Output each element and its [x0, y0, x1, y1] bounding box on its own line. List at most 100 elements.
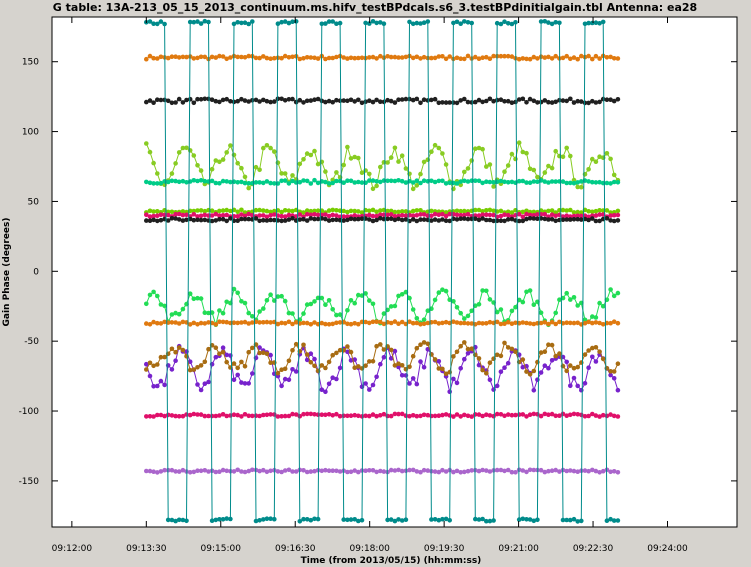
data-point [498, 369, 504, 375]
data-point [571, 55, 577, 60]
data-point [374, 97, 379, 103]
data-point [509, 346, 515, 352]
data-point [593, 413, 599, 418]
data-point [564, 368, 569, 374]
data-point [257, 309, 262, 314]
data-point [272, 217, 277, 223]
data-point [582, 100, 588, 106]
data-point [326, 213, 332, 219]
chart-marks [144, 18, 621, 524]
data-point [487, 56, 493, 61]
data-point [465, 321, 471, 326]
data-point [319, 159, 325, 165]
data-point [312, 212, 317, 217]
data-point [282, 366, 288, 372]
data-point [180, 145, 186, 151]
data-point [509, 100, 515, 105]
data-point [220, 467, 226, 473]
data-point [261, 306, 266, 311]
data-point [542, 55, 548, 60]
data-point [418, 21, 423, 26]
data-point [378, 179, 383, 185]
data-point [487, 360, 493, 366]
data-point [202, 96, 208, 102]
data-point [323, 365, 328, 371]
data-point [458, 98, 464, 103]
data-point [414, 213, 420, 218]
data-point [202, 468, 208, 473]
data-point [469, 100, 475, 105]
data-point [352, 208, 358, 214]
data-point [498, 21, 504, 27]
data-point [484, 321, 489, 326]
data-point [239, 54, 244, 60]
data-point [494, 352, 500, 358]
data-point [282, 214, 288, 219]
data-point [250, 19, 255, 24]
data-point [611, 376, 617, 381]
data-point [297, 97, 303, 103]
data-point [319, 468, 325, 474]
data-point [421, 178, 427, 183]
data-point [557, 351, 562, 356]
data-point [187, 412, 193, 418]
data-point [484, 518, 489, 524]
data-point [531, 321, 537, 327]
data-point [202, 178, 208, 184]
data-point [542, 179, 548, 184]
data-point [407, 96, 412, 102]
series-line [145, 341, 619, 375]
data-point [308, 216, 314, 221]
data-point [553, 20, 558, 25]
data-point [575, 364, 580, 370]
data-point [198, 97, 204, 102]
data-point [187, 291, 193, 297]
data-point [447, 518, 453, 523]
data-point [575, 184, 580, 190]
data-point [399, 153, 405, 158]
data-point [341, 98, 347, 103]
data-point [326, 19, 332, 24]
data-point [169, 209, 175, 215]
data-point [173, 216, 178, 221]
data-point [374, 179, 379, 184]
data-point [407, 467, 412, 473]
data-point [217, 53, 222, 59]
data-point [421, 217, 427, 222]
data-point [542, 411, 548, 417]
data-point [348, 298, 354, 303]
data-point [385, 54, 390, 59]
data-point [312, 299, 317, 304]
data-point [330, 99, 336, 105]
data-point [465, 346, 471, 352]
data-point [414, 96, 420, 102]
data-point [604, 518, 610, 523]
data-point [323, 467, 328, 473]
data-point [173, 349, 178, 355]
data-point [290, 321, 295, 327]
data-point [443, 210, 449, 215]
data-point [239, 20, 244, 26]
data-point [191, 208, 197, 214]
data-point [158, 302, 164, 307]
data-point [480, 467, 485, 473]
data-point [549, 208, 555, 213]
data-point [520, 412, 526, 417]
data-point [162, 467, 167, 473]
data-point [505, 360, 511, 366]
data-point [334, 54, 339, 60]
data-point [352, 365, 358, 371]
x-tick-label: 09:24:00 [647, 544, 688, 554]
data-point [169, 367, 175, 372]
data-point [451, 299, 456, 304]
data-point [615, 180, 621, 185]
data-point [378, 319, 383, 325]
data-point [356, 209, 361, 214]
data-point [345, 321, 350, 327]
data-point [202, 413, 208, 419]
data-point [487, 413, 493, 418]
data-point [312, 97, 317, 102]
data-point [323, 21, 328, 26]
data-point [535, 100, 540, 105]
data-point [597, 212, 602, 217]
